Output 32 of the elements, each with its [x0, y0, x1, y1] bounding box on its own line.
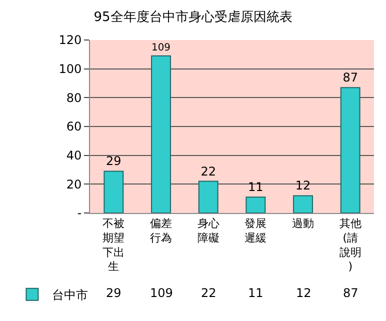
x-tick-label: 過動 — [292, 217, 314, 230]
data-label: 12 — [296, 286, 312, 300]
bar — [340, 87, 360, 213]
legend-label: 台中市 — [52, 288, 88, 302]
text: 29 — [106, 154, 122, 168]
y-tick-label: 120 — [58, 33, 82, 48]
y-tick-label: 40 — [66, 148, 82, 163]
data-label: 109 — [150, 286, 173, 300]
text: 109 — [152, 42, 170, 54]
y-tick-label: - — [77, 206, 82, 220]
data-label: 29 — [106, 286, 122, 300]
y-tick-label: 60 — [66, 120, 82, 134]
bar — [293, 195, 313, 213]
x-tick-label: 不被期望下出生 — [102, 217, 125, 274]
y-tick-label: 100 — [58, 62, 82, 76]
x-tick-label: 身心障礙 — [197, 217, 220, 244]
text: 11 — [248, 180, 264, 194]
y-tick-label: 20 — [66, 177, 82, 192]
bar — [198, 180, 218, 213]
bar — [246, 196, 266, 213]
data-label: 11 — [248, 286, 264, 300]
text: 87 — [342, 70, 358, 85]
x-tick-label: 發展遲緩 — [244, 217, 267, 244]
chart-title: 95全年度台中市身心受虐原因統表 — [94, 9, 292, 26]
data-label: 22 — [201, 286, 216, 300]
x-tick-label: 偏差行為 — [150, 217, 172, 244]
bar — [104, 170, 124, 213]
text: 22 — [200, 164, 216, 178]
x-tick-label: 其他(請說明) — [339, 217, 362, 274]
data-label: 87 — [343, 286, 358, 300]
bar — [151, 55, 171, 213]
y-tick-label: 80 — [66, 90, 82, 105]
